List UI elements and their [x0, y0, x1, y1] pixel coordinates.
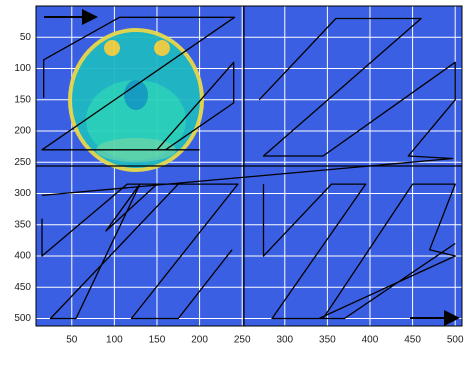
y-tick-label: 500: [14, 313, 31, 324]
y-tick-label: 150: [14, 94, 31, 105]
x-tick-label: 200: [191, 335, 208, 346]
x-tick-label: 500: [447, 335, 464, 346]
y-tick-label: 400: [14, 251, 31, 262]
y-tick-label: 200: [14, 126, 31, 137]
chart: 50 100 150 200 250 300 350 400 450 500 50 100 150 200…: [0, 0, 465, 371]
y-tick-label: 100: [14, 63, 31, 74]
x-tick-label: 400: [362, 335, 379, 346]
x-tick-label: 150: [149, 335, 166, 346]
y-tick-label: 50: [20, 32, 32, 43]
y-tick-label: 300: [14, 188, 31, 199]
y-tick-label: 450: [14, 282, 31, 293]
page: {"chart_data": {"type": "line", "xlim": …: [0, 0, 465, 371]
y-tick-label: 350: [14, 219, 31, 230]
y-tick-label: 250: [14, 157, 31, 168]
x-tick-label: 350: [319, 335, 336, 346]
x-tick-label: 300: [276, 335, 293, 346]
x-tick-label: 250: [234, 335, 251, 346]
x-tick-label: 450: [404, 335, 421, 346]
x-tick-label: 50: [66, 335, 78, 346]
brain-image: [70, 30, 202, 170]
x-tick-label: 100: [106, 335, 123, 346]
